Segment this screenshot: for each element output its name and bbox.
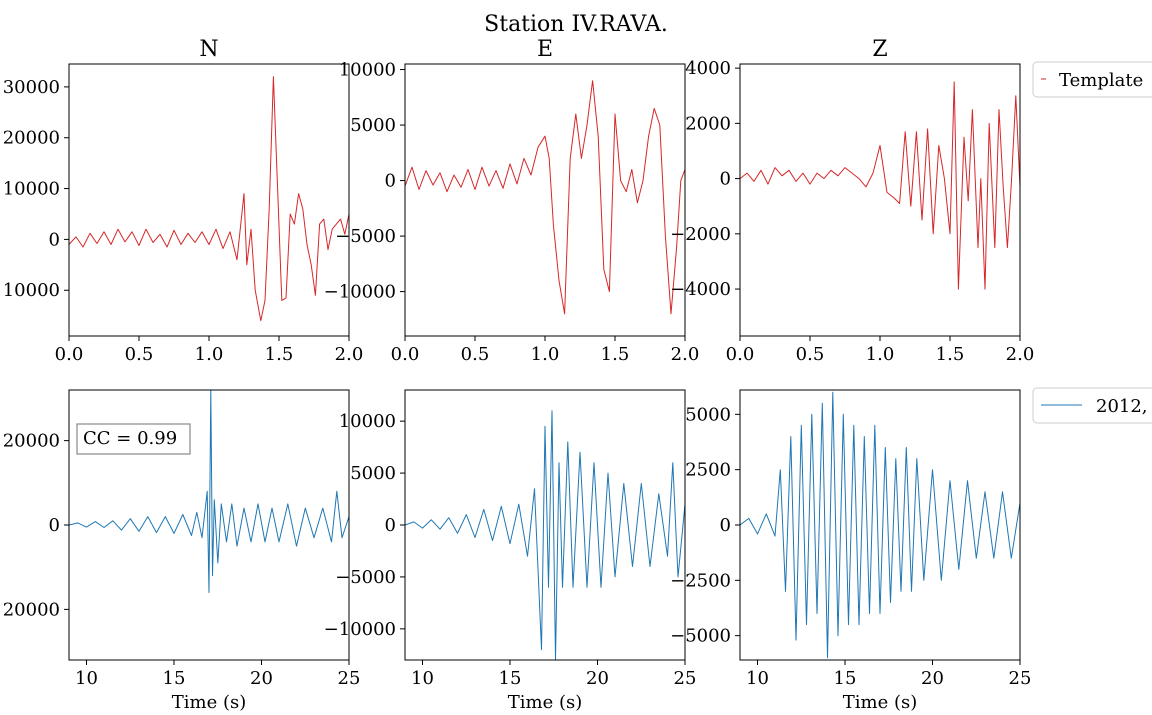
y-tick-label-e-continuous-1: −5000: [335, 567, 396, 588]
y-tick-label-n-template-0: 10000: [3, 280, 60, 301]
x-tick-label-z-template-0: 0.0: [726, 344, 755, 365]
y-tick-label-e-continuous-3: 5000: [350, 463, 396, 484]
y-tick-label-z-continuous-4: 5000: [685, 404, 731, 425]
y-tick-label-e-template-0: −10000: [324, 282, 396, 303]
y-tick-label-z-continuous-1: −2500: [670, 570, 731, 591]
panel-n-continuous: 10 15 20 25 20000 0 20000 Time (s): [3, 389, 361, 713]
y-tick-label-z-continuous-3: 2500: [685, 460, 731, 481]
x-tick-label-e-continuous-3: 25: [674, 668, 697, 689]
panel-n-template: 0.0 0.5 1.0 1.5 2.0 10000 0 10000 20000 30000 N: [3, 37, 364, 365]
series-line-e-template-0: [405, 80, 685, 315]
legend-continuous: 2012,: [1032, 387, 1152, 424]
panel-z-template: 0.0 0.5 1.0 1.5 2.0 −4000 −2000 0 2000 4000 Z: [670, 37, 1034, 365]
y-tick-label-z-template-2: 0: [720, 169, 731, 190]
x-tick-label-e-template-2: 1.0: [531, 344, 560, 365]
x-tick-label-n-continuous-3: 25: [338, 668, 361, 689]
x-tick-label-e-template-1: 0.5: [461, 344, 490, 365]
figure-suptitle: Station IV.RAVA.: [484, 12, 668, 37]
legend-template-frame: [1032, 61, 1152, 98]
y-tick-label-z-continuous-2: 0: [720, 515, 731, 536]
y-tick-label-z-continuous-0: −5000: [670, 626, 731, 647]
series-line-n-continuous-0: [69, 390, 349, 593]
x-tick-label-z-continuous-3: 25: [1009, 668, 1032, 689]
x-tick-label-z-template-2: 1.0: [866, 344, 895, 365]
y-tick-label-n-continuous-0: 20000: [3, 599, 60, 620]
series-line-e-continuous-0: [405, 410, 685, 660]
y-tick-label-n-continuous-2: 20000: [3, 431, 60, 452]
y-tick-label-z-template-0: −4000: [670, 279, 731, 300]
legend-template-label: Template: [1059, 70, 1143, 91]
series-line-n-template-0: [69, 76, 349, 322]
cc-annotation-box: [76, 423, 191, 455]
y-tick-label-z-template-4: 4000: [685, 58, 731, 79]
y-tick-label-n-template-3: 20000: [3, 128, 60, 149]
y-tick-label-e-continuous-2: 0: [385, 515, 396, 536]
x-axis-label-z-continuous: Time (s): [843, 692, 918, 713]
x-tick-label-z-continuous-1: 15: [834, 668, 857, 689]
panel-title-n-template: N: [199, 37, 218, 62]
y-tick-label-z-template-3: 2000: [685, 113, 731, 134]
y-tick-label-e-template-4: 10000: [339, 60, 396, 81]
x-tick-label-e-continuous-1: 15: [499, 668, 522, 689]
legend-continuous-label: 2012,: [1096, 396, 1148, 417]
legend-template: Template: [1032, 61, 1152, 98]
x-tick-label-e-template-4: 2.0: [671, 344, 700, 365]
x-tick-label-e-continuous-2: 20: [586, 668, 609, 689]
panel-e-template: 0.0 0.5 1.0 1.5 2.0 −10000 −5000 0 5000 10000 E: [324, 37, 700, 365]
x-tick-label-e-continuous-0: 10: [411, 668, 434, 689]
x-axis-label-n-continuous: Time (s): [172, 692, 247, 713]
x-tick-label-n-continuous-0: 10: [75, 668, 98, 689]
x-tick-label-z-continuous-2: 20: [921, 668, 944, 689]
x-tick-label-n-template-4: 2.0: [335, 344, 364, 365]
x-tick-label-z-template-4: 2.0: [1006, 344, 1035, 365]
x-tick-label-e-template-3: 1.5: [601, 344, 630, 365]
x-tick-label-z-template-1: 0.5: [796, 344, 825, 365]
x-tick-label-n-template-2: 1.0: [195, 344, 224, 365]
y-tick-label-n-template-2: 10000: [3, 179, 60, 200]
y-tick-label-e-template-3: 5000: [350, 115, 396, 136]
x-tick-label-e-template-0: 0.0: [391, 344, 420, 365]
y-tick-label-n-template-4: 30000: [3, 77, 60, 98]
x-tick-label-z-template-3: 1.5: [936, 344, 965, 365]
panel-e-continuous: 10 15 20 25 −10000 −5000 0 5000 10000 Time (s): [324, 389, 697, 713]
series-line-z-continuous-0: [740, 391, 1020, 659]
y-tick-label-e-continuous-0: −10000: [324, 619, 396, 640]
x-tick-label-n-continuous-2: 20: [250, 668, 273, 689]
panels-group: 0.0 0.5 1.0 1.5 2.0100000100002000030000N0.0…: [3, 37, 1035, 713]
y-tick-label-e-template-1: −5000: [335, 226, 396, 247]
y-tick-label-z-template-1: −2000: [670, 224, 731, 245]
y-tick-label-n-template-1: 0: [49, 229, 60, 250]
x-axis-label-e-continuous: Time (s): [508, 692, 583, 713]
series-line-z-template-0: [740, 81, 1020, 290]
y-tick-label-e-continuous-4: 10000: [339, 411, 396, 432]
x-tick-label-n-continuous-1: 15: [163, 668, 186, 689]
y-tick-label-e-template-2: 0: [385, 171, 396, 192]
panel-z-continuous: 10 15 20 25 −5000 −2500 0 2500 5000 Time (s): [670, 389, 1032, 713]
x-tick-label-n-template-3: 1.5: [265, 344, 294, 365]
cc-annotation-text: CC = 0.99: [83, 428, 177, 449]
x-tick-label-z-continuous-0: 10: [746, 668, 769, 689]
cc-annotation: CC = 0.99: [76, 423, 191, 455]
x-tick-label-n-template-0: 0.0: [55, 344, 84, 365]
legend-continuous-frame: [1032, 387, 1152, 424]
y-tick-label-n-continuous-1: 0: [49, 515, 60, 536]
x-tick-label-n-template-1: 0.5: [125, 344, 154, 365]
panel-title-e-template: E: [537, 37, 553, 62]
panel-title-z-template: Z: [872, 37, 887, 62]
